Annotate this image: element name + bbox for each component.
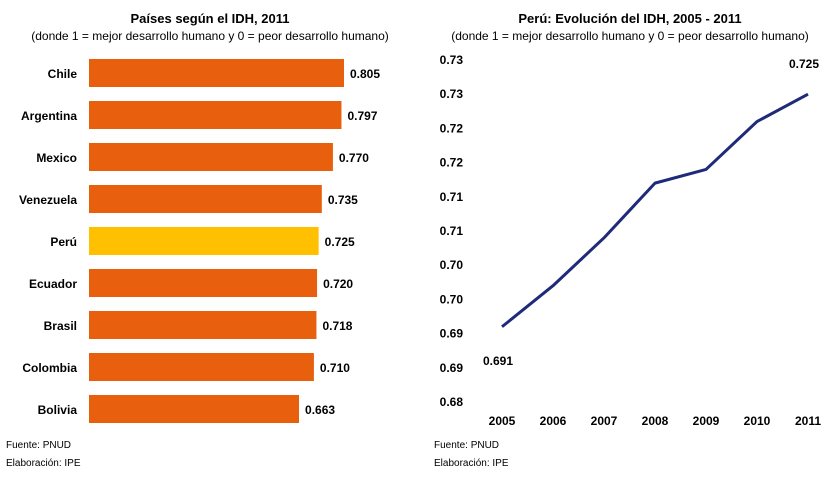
line-chart-source: Fuente: PNUD bbox=[434, 440, 500, 451]
bar bbox=[89, 353, 314, 381]
y-tick-label: 0.70 bbox=[440, 258, 464, 272]
bar-chart-title: Países según el IDH, 2011 bbox=[130, 11, 290, 26]
bar bbox=[89, 143, 333, 171]
bar bbox=[89, 311, 317, 339]
line-chart: 0.68 0.69 0.69 0.70 0.70 0.71 0.71 0.72 0.72 0.73… bbox=[440, 53, 822, 428]
y-tick-label: 0.68 bbox=[440, 395, 464, 409]
y-tick-label: 0.72 bbox=[440, 156, 464, 170]
y-tick-label: 0.69 bbox=[440, 327, 464, 341]
x-tick-label: 2011 bbox=[795, 414, 821, 428]
bar-value-label: 0.770 bbox=[339, 151, 369, 165]
bar-category-label: Perú bbox=[50, 235, 77, 249]
bar-category-label: Venezuela bbox=[19, 193, 77, 207]
bar-value-label: 0.663 bbox=[305, 403, 335, 417]
bar bbox=[89, 185, 322, 213]
x-tick-label: 2006 bbox=[540, 414, 567, 428]
x-tick-label: 2008 bbox=[642, 414, 669, 428]
x-tick-label: 2007 bbox=[591, 414, 618, 428]
y-tick-label: 0.73 bbox=[440, 87, 464, 101]
x-tick-label: 2005 bbox=[489, 414, 516, 428]
bar bbox=[89, 101, 342, 129]
bar-category-label: Argentina bbox=[21, 109, 77, 123]
x-tick-label: 2009 bbox=[693, 414, 720, 428]
bar bbox=[89, 269, 318, 297]
bar bbox=[89, 395, 300, 423]
bar bbox=[89, 59, 344, 87]
x-tick-label: 2010 bbox=[744, 414, 771, 428]
bar-value-label: 0.735 bbox=[328, 193, 358, 207]
data-label: 0.725 bbox=[789, 57, 819, 71]
y-tick-label: 0.69 bbox=[440, 361, 464, 375]
bar-value-label: 0.805 bbox=[350, 67, 380, 81]
bar-value-label: 0.725 bbox=[325, 235, 355, 249]
y-tick-label: 0.73 bbox=[440, 53, 464, 67]
bar-chart-credit: Elaboración: IPE bbox=[6, 458, 81, 469]
bar-chart: Chile 0.805 Argentina 0.797 Mexico 0.770 Venez… bbox=[19, 59, 380, 423]
y-tick-label: 0.71 bbox=[440, 190, 464, 204]
bar-chart-subtitle: (donde 1 = mejor desarrollo humano y 0 =… bbox=[31, 29, 389, 43]
series-line bbox=[501, 92, 809, 328]
line-chart-title: Perú: Evolución del IDH, 2005 - 2011 bbox=[518, 11, 742, 26]
bar-category-label: Bolivia bbox=[38, 403, 78, 417]
line-chart-credit: Elaboración: IPE bbox=[434, 458, 509, 469]
bar-category-label: Ecuador bbox=[29, 277, 77, 291]
y-tick-label: 0.72 bbox=[440, 121, 464, 135]
bar-category-label: Brasil bbox=[44, 319, 77, 333]
y-tick-label: 0.71 bbox=[440, 224, 464, 238]
bar bbox=[89, 227, 319, 255]
y-tick-label: 0.70 bbox=[440, 292, 464, 306]
data-label: 0.691 bbox=[483, 354, 513, 368]
bar-category-label: Mexico bbox=[36, 151, 77, 165]
bar-value-label: 0.797 bbox=[347, 109, 377, 123]
bar-category-label: Chile bbox=[48, 67, 78, 81]
bar-value-label: 0.710 bbox=[320, 361, 350, 375]
bar-value-label: 0.720 bbox=[323, 277, 353, 291]
bar-category-label: Colombia bbox=[22, 361, 77, 375]
bar-chart-source: Fuente: PNUD bbox=[6, 440, 72, 451]
bar-value-label: 0.718 bbox=[322, 319, 352, 333]
line-chart-subtitle: (donde 1 = mejor desarrollo humano y 0 =… bbox=[451, 29, 809, 43]
